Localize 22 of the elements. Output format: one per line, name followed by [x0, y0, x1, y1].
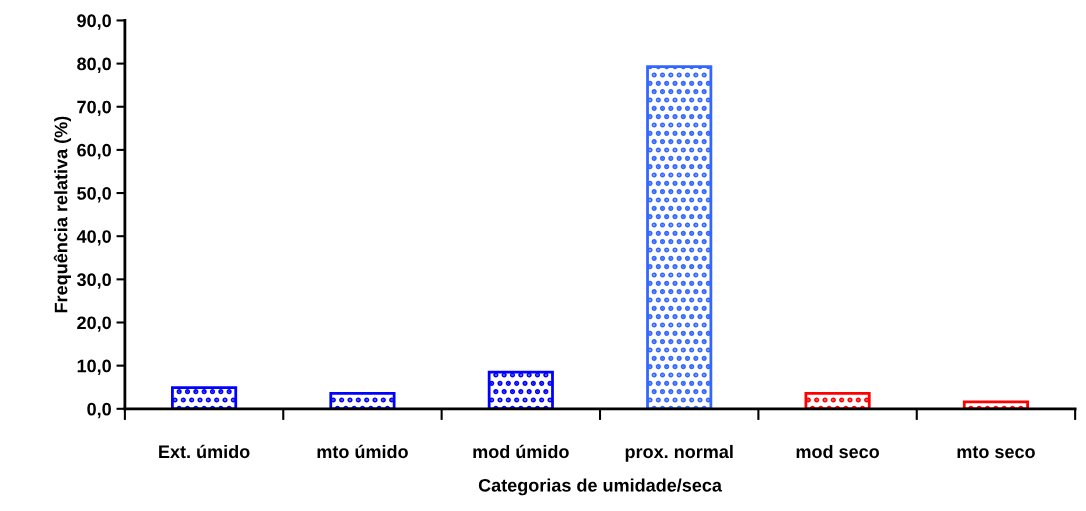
- y-tick-label: 20,0: [77, 316, 111, 332]
- x-tick-label: mod úmido: [473, 444, 569, 459]
- x-tick-label: Ext. úmido: [159, 444, 250, 459]
- y-tick-label: 90,0: [77, 14, 111, 30]
- y-tick-label: 60,0: [77, 143, 111, 160]
- x-tick-label: mto seco: [957, 446, 1035, 459]
- y-tick-label: 0,0: [87, 402, 111, 419]
- y-tick-label: 40,0: [76, 230, 111, 246]
- y-axis-title: Frequência relativa (%): [53, 116, 71, 313]
- x-tick-label: prox. normal: [625, 444, 733, 462]
- x-tick-label: mto úmido: [317, 444, 408, 459]
- x-axis-title: Categorias de umidade/seca: [478, 478, 723, 496]
- y-tick-label: 30,0: [76, 273, 111, 289]
- bar: [329, 391, 396, 409]
- y-tick-label: 70,0: [77, 100, 111, 117]
- bar: [171, 386, 238, 409]
- y-tick-label: 10,0: [77, 359, 111, 375]
- bar: [487, 370, 554, 409]
- y-tick-label: 50,0: [77, 186, 111, 203]
- x-tick-label: mod seco: [796, 444, 880, 459]
- y-tick-label: 80,0: [77, 57, 111, 73]
- bar: [646, 65, 713, 409]
